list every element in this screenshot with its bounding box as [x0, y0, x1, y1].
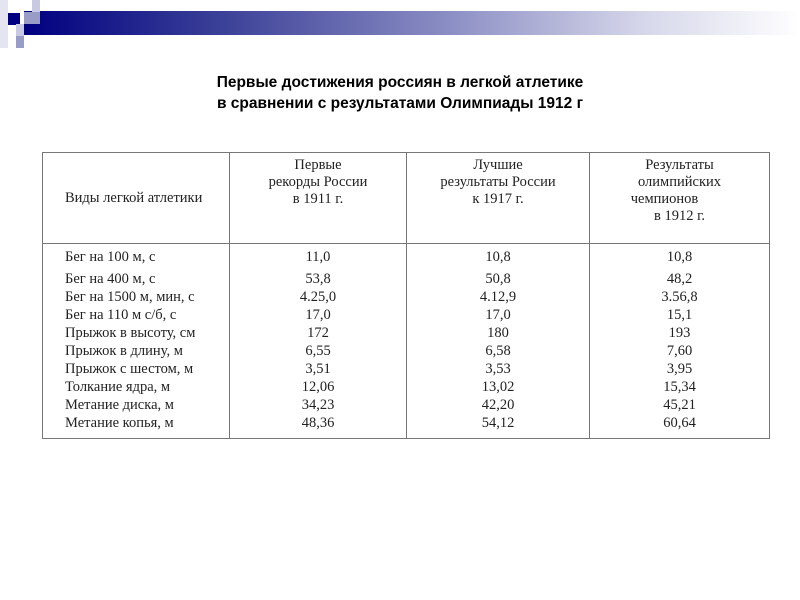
value-cell: 12,06	[229, 378, 407, 396]
value-cell: 34,23	[229, 396, 407, 414]
discipline-cell: Бег на 400 м, с	[42, 266, 230, 288]
value-cell: 3,95	[589, 360, 770, 378]
header-records-1911: Первые рекорды России в 1911 г.	[229, 152, 407, 244]
table-row: Бег на 1500 м, мин, с 4.25,0 4.12,9 3.56,8	[42, 288, 770, 306]
value-cell: 15,34	[589, 378, 770, 396]
value-cell: 193	[589, 324, 770, 342]
table-row: Бег на 400 м, с 53,8 50,8 48,2	[42, 266, 770, 288]
value-cell: 11,0	[229, 243, 407, 266]
value-cell: 50,8	[406, 266, 590, 288]
table-row: Метание диска, м 34,23 42,20 45,21	[42, 396, 770, 414]
discipline-cell: Бег на 100 м, с	[42, 243, 230, 266]
value-cell: 53,8	[229, 266, 407, 288]
decor-square	[16, 24, 24, 36]
discipline-cell: Бег на 110 м с/б, с	[42, 306, 230, 324]
value-cell: 54,12	[406, 414, 590, 439]
table-row: Толкание ядра, м 12,06 13,02 15,34	[42, 378, 770, 396]
value-cell: 6,55	[229, 342, 407, 360]
value-cell: 3,51	[229, 360, 407, 378]
decor-square	[0, 0, 8, 48]
value-cell: 48,2	[589, 266, 770, 288]
records-table: Виды легкой атлетики Первые рекорды Росс…	[42, 152, 770, 439]
header-best-1917: Лучшие результаты России к 1917 г.	[406, 152, 590, 244]
value-cell: 42,20	[406, 396, 590, 414]
value-cell: 7,60	[589, 342, 770, 360]
header-gradient-bar	[24, 11, 800, 35]
discipline-cell: Прыжок с шестом, м	[42, 360, 230, 378]
discipline-cell: Метание копья, м	[42, 414, 230, 439]
table-row: Бег на 100 м, с 11,0 10,8 10,8	[42, 243, 770, 266]
decor-square	[8, 13, 20, 25]
value-cell: 60,64	[589, 414, 770, 439]
value-cell: 17,0	[229, 306, 407, 324]
value-cell: 13,02	[406, 378, 590, 396]
header-olympic-1912: Результаты олимпийских чемпионов в 1912 …	[589, 152, 770, 244]
table-row: Бег на 110 м с/б, с 17,0 17,0 15,1	[42, 306, 770, 324]
value-cell: 4.12,9	[406, 288, 590, 306]
value-cell: 45,21	[589, 396, 770, 414]
value-cell: 172	[229, 324, 407, 342]
value-cell: 48,36	[229, 414, 407, 439]
value-cell: 17,0	[406, 306, 590, 324]
discipline-cell: Бег на 1500 м, мин, с	[42, 288, 230, 306]
value-cell: 6,58	[406, 342, 590, 360]
value-cell: 3.56,8	[589, 288, 770, 306]
discipline-cell: Метание диска, м	[42, 396, 230, 414]
table-row: Прыжок с шестом, м 3,51 3,53 3,95	[42, 360, 770, 378]
table-row: Метание копья, м 48,36 54,12 60,64	[42, 414, 770, 439]
value-cell: 10,8	[406, 243, 590, 266]
discipline-cell: Толкание ядра, м	[42, 378, 230, 396]
value-cell: 3,53	[406, 360, 590, 378]
value-cell: 180	[406, 324, 590, 342]
slide-title: Первые достижения россиян в легкой атлет…	[0, 72, 800, 114]
value-cell: 4.25,0	[229, 288, 407, 306]
table-row: Прыжок в высоту, см 172 180 193	[42, 324, 770, 342]
value-cell: 10,8	[589, 243, 770, 266]
header-row: Виды легкой атлетики Первые рекорды Росс…	[42, 152, 770, 244]
title-line: в сравнении с результатами Олимпиады 191…	[216, 95, 584, 112]
title-line: Первые достижения россиян в легкой атлет…	[216, 74, 584, 91]
header-discipline: Виды легкой атлетики	[42, 152, 230, 244]
value-cell: 15,1	[589, 306, 770, 324]
discipline-cell: Прыжок в длину, м	[42, 342, 230, 360]
discipline-cell: Прыжок в высоту, см	[42, 324, 230, 342]
table-row: Прыжок в длину, м 6,55 6,58 7,60	[42, 342, 770, 360]
decor-square	[24, 12, 40, 24]
decor-square	[16, 36, 24, 48]
